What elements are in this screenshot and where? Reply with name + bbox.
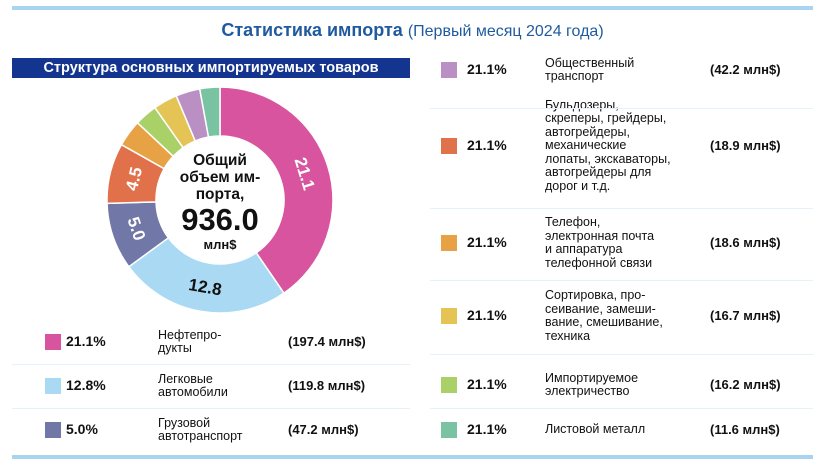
legend-right-swatch-4: [441, 377, 457, 393]
center-title-line-3: порта,: [195, 186, 245, 203]
legend-right-name-1-line-6: дорог и т.д.: [545, 178, 611, 193]
center-total-unit: млн$: [203, 237, 237, 252]
legend-right-separator-2: [430, 280, 813, 281]
legend-left-percent-1: 12.8%: [66, 377, 106, 393]
legend-right-name-1-line-2: автогрейдеры,: [545, 124, 630, 139]
legend-right-amount-4: (16.2 млн$): [710, 377, 781, 392]
legend-left-percent-0: 21.1%: [66, 333, 106, 349]
legend-right-percent-4: 21.1%: [467, 376, 507, 392]
legend-right-percent-0: 21.1%: [467, 61, 507, 77]
legend-right-name-2: Телефон, электронная почта и аппаратура тел…: [545, 215, 695, 270]
top-border: [12, 6, 813, 10]
legend-right-amount-2: (18.6 млн$): [710, 235, 781, 250]
legend-left-swatch-1: [45, 378, 61, 394]
legend-left-name-2-line-1: автотранспорт: [158, 429, 243, 443]
legend-right-separator-1: [430, 208, 813, 209]
legend-right-name-1-line-0: Бульдозеры,: [545, 97, 619, 112]
legend-right-name-0: Общественный транспорт: [545, 55, 695, 84]
legend-right-percent-5: 21.1%: [467, 421, 507, 437]
legend-left-amount-2: (47.2 млн$): [288, 422, 359, 437]
legend-right-separator-0: [430, 108, 813, 109]
legend-right-name-3-line-1: сеивание, замеши-: [545, 301, 656, 316]
legend-right-name-0-line-0: Общественный: [545, 55, 635, 70]
legend-right-name-3-line-3: техника: [545, 328, 591, 343]
legend-right-name-1-line-4: лопаты, экскаваторы,: [545, 151, 671, 166]
legend-right-swatch-2: [441, 235, 457, 251]
legend-right-name-1-line-5: автогрейдеры для: [545, 165, 652, 180]
title-main: Статистика импорта: [221, 20, 403, 40]
donut-center-label: Общий объем им- порта, 936.0 млн$: [165, 152, 275, 252]
title-subtitle: (Первый месяц 2024 года): [407, 23, 604, 40]
legend-left-name-2-line-0: Грузовой: [158, 415, 211, 430]
legend-right-name-4-line-0: Импортируемое: [545, 370, 639, 385]
legend-left-swatch-2: [45, 422, 61, 438]
bottom-border: [12, 455, 813, 459]
legend-left-amount-0: (197.4 млн$): [288, 334, 366, 349]
donut-slice-cars: [127, 236, 286, 314]
legend-right-name-3-line-0: Сортировка, про-: [545, 288, 646, 302]
center-title-line-2: объем им-: [179, 169, 261, 186]
legend-right-swatch-3: [441, 308, 457, 324]
legend-right-amount-5: (11.6 млн$): [710, 422, 780, 437]
legend-right-name-3: Сортировка, про-сеивание, замеши-вание, …: [545, 288, 695, 343]
legend-left-amount-1: (119.8 млн$): [288, 378, 366, 393]
page-title: Статистика импорта (Первый месяц 2024 го…: [0, 20, 825, 41]
legend-right-percent-2: 21.1%: [467, 234, 507, 250]
legend-right-percent-3: 21.1%: [467, 307, 507, 323]
legend-right-name-4-line-1: электричество: [545, 384, 630, 398]
legend-right-name-1: Бульдозеры, скреперы, грейдеры, автогрейде…: [545, 97, 695, 194]
legend-left-name-1: Легковые автомобили: [158, 371, 308, 400]
legend-right-name-5: Листовой металл: [545, 423, 695, 437]
legend-right-name-2-line-2: и аппаратура: [545, 242, 623, 256]
legend-right-swatch-1: [441, 138, 457, 154]
legend-right-separator-4: [430, 408, 813, 409]
legend-right-swatch-5: [441, 422, 457, 438]
donut-hole: [157, 137, 283, 263]
legend-left-percent-2: 5.0%: [66, 421, 98, 437]
legend-left-name-2: Грузовой автотранспорт: [158, 415, 308, 444]
legend-left-name-0: Нефтепро-дукты: [158, 327, 308, 356]
legend-left-name-1-line-0: Легковые: [158, 371, 213, 386]
chart-heading: Структура основных импортируемых товаров: [12, 58, 410, 78]
center-total-value: 936.0: [181, 202, 259, 237]
legend-right-amount-3: (16.7 млн$): [710, 308, 781, 323]
legend-left-name-1-line-1: автомобили: [158, 385, 228, 399]
legend-right-name-2-line-3: телефонной связи: [545, 255, 653, 270]
legend-right-amount-1: (18.9 млн$): [710, 138, 781, 153]
legend-right-name-2-line-1: электронная почта: [545, 228, 655, 243]
legend-right-name-5-line-0: Листовой металл: [545, 422, 646, 437]
donut-slice-metal: [198, 86, 221, 138]
legend-right-name-0-line-1: транспорт: [545, 69, 604, 83]
legend-right-name-1-line-3: механические: [545, 138, 627, 153]
legend-right-percent-1: 21.1%: [467, 137, 507, 153]
legend-right-name-2-line-0: Телефон,: [545, 215, 601, 229]
center-title-line-1: Общий: [193, 152, 247, 169]
legend-left-name-0-line-0: Нефтепро-: [158, 327, 222, 342]
legend-right-swatch-0: [441, 62, 457, 78]
legend-left-separator-0: [12, 364, 410, 365]
legend-right-name-4: Импортируемое электричество: [545, 370, 695, 399]
legend-right-separator-3: [430, 354, 813, 355]
legend-left-name-0-line-1: дукты: [158, 341, 192, 355]
legend-right-amount-0: (42.2 млн$): [710, 62, 781, 77]
legend-right-name-1-line-1: скреперы, грейдеры,: [545, 111, 667, 126]
legend-left-swatch-0: [45, 334, 61, 350]
donut-slice-oil: [219, 86, 334, 295]
legend-left-separator-1: [12, 408, 410, 409]
legend-right-name-3-line-2: вание, смешивание,: [545, 315, 663, 329]
